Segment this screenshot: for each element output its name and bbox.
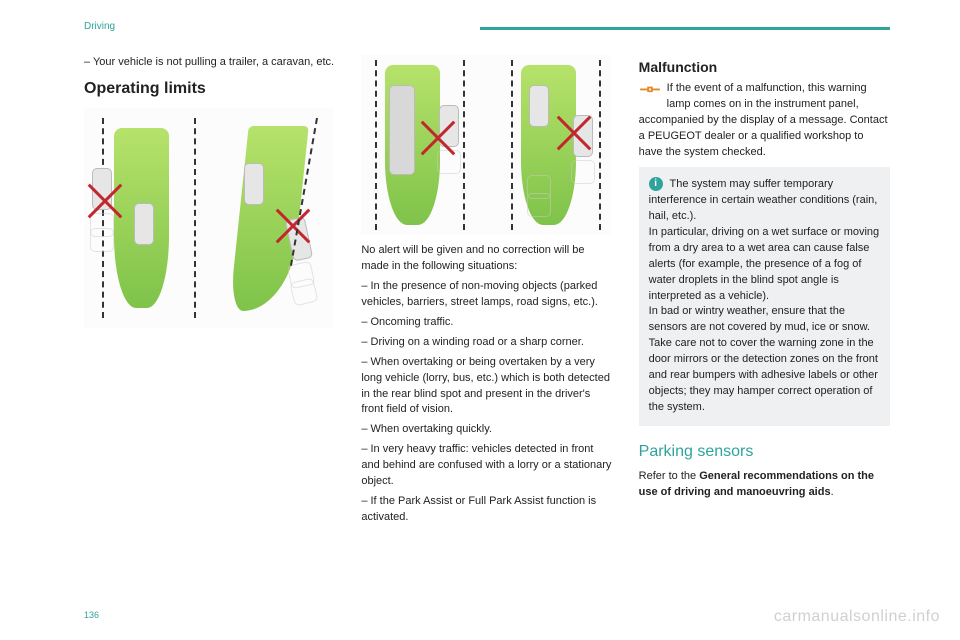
info-icon: i [649,177,663,191]
malfunction-text: If the event of a malfunction, this warn… [639,81,890,161]
situations-intro: No alert will be given and no correction… [361,243,612,275]
operating-limits-heading: Operating limits [84,77,335,100]
column-1: – Your vehicle is not pulling a trailer,… [84,55,335,530]
situation-bullet: – If the Park Assist or Full Park Assist… [361,494,612,526]
situation-bullet: – Oncoming traffic. [361,315,612,331]
header-accent-rule [480,27,890,30]
situation-bullet: – When overtaking or being overtaken by … [361,355,612,419]
column-2: No alert will be given and no correction… [361,55,612,530]
situation-bullet: – In very heavy traffic: vehicles detect… [361,442,612,490]
malfunction-body: If the event of a malfunction, this warn… [639,82,888,158]
chapter-label: Driving [84,20,115,35]
lead-bullet: – Your vehicle is not pulling a trailer,… [84,55,335,71]
figure-operating-limits-2 [361,55,611,235]
wrench-icon [639,83,661,97]
page-number: 136 [84,609,99,622]
situation-bullet: – In the presence of non-moving objects … [361,279,612,311]
content-columns: – Your vehicle is not pulling a trailer,… [84,55,890,530]
parking-sensors-ref: Refer to the General recommendations on … [639,469,890,501]
column-3: Malfunction If the event of a malfunctio… [639,55,890,530]
watermark: carmanualsonline.info [774,605,940,628]
ref-prefix: Refer to the [639,470,700,482]
situation-bullet: – When overtaking quickly. [361,422,612,438]
weather-info-box: i The system may suffer temporary interf… [639,167,890,426]
info-box-text: The system may suffer temporary interfer… [649,178,880,413]
parking-sensors-heading: Parking sensors [639,440,890,463]
ref-suffix: . [831,486,834,498]
situation-bullet: – Driving on a winding road or a sharp c… [361,335,612,351]
malfunction-heading: Malfunction [639,57,890,77]
figure-operating-limits-1 [84,108,334,328]
